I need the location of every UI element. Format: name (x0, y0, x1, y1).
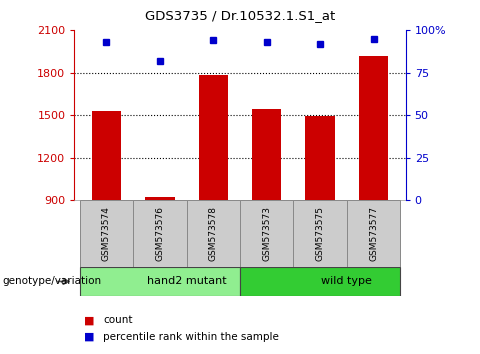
Bar (145, 197, 175, 200)
Bar (347, 200, 400, 267)
Bar (80, 200, 133, 267)
Bar (293, 200, 347, 267)
Bar (199, 75, 228, 200)
Text: GSM573575: GSM573575 (316, 206, 324, 261)
Text: ■: ■ (84, 315, 95, 325)
Text: wild type: wild type (322, 276, 372, 286)
Bar (240, 200, 293, 267)
Text: genotype/variation: genotype/variation (2, 276, 102, 286)
Bar (252, 109, 281, 200)
Bar (133, 200, 187, 267)
Bar (92, 111, 121, 200)
Text: percentile rank within the sample: percentile rank within the sample (103, 332, 279, 342)
Bar (80, 267, 240, 296)
Text: GSM573574: GSM573574 (102, 206, 111, 261)
Text: GSM573577: GSM573577 (369, 206, 378, 261)
Text: GSM573578: GSM573578 (209, 206, 218, 261)
Text: ■: ■ (84, 332, 95, 342)
Text: GSM573576: GSM573576 (156, 206, 164, 261)
Text: hand2 mutant: hand2 mutant (147, 276, 227, 286)
Bar (187, 200, 240, 267)
Bar (240, 267, 400, 296)
Text: count: count (103, 315, 132, 325)
Bar (305, 116, 335, 200)
Bar (359, 56, 388, 200)
Text: GSM573573: GSM573573 (262, 206, 271, 261)
Text: GDS3735 / Dr.10532.1.S1_at: GDS3735 / Dr.10532.1.S1_at (145, 9, 335, 22)
